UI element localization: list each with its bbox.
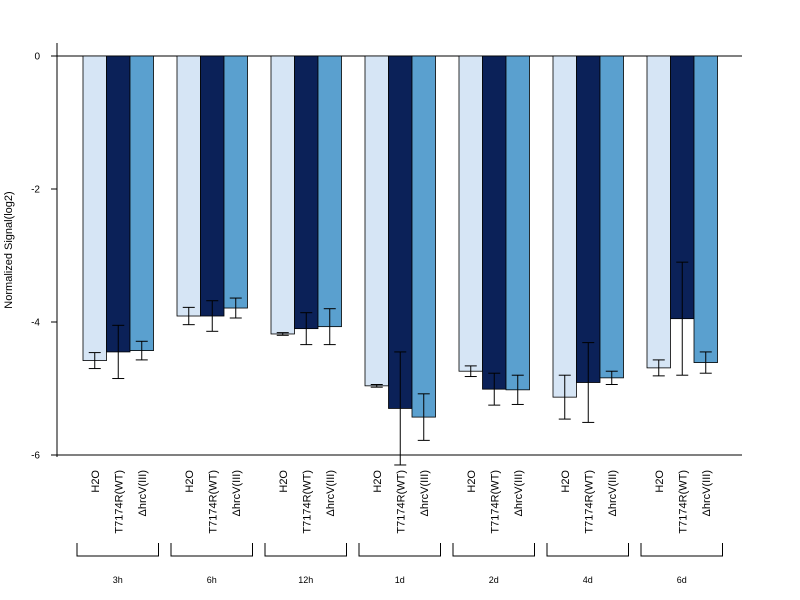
group-label: 2d [489,575,499,585]
group-bracket-6h [170,543,253,557]
category-label: ΔhrcV(III) [325,470,337,516]
bar-2d-0 [458,55,483,372]
group-bracket-6d [640,543,723,557]
bar-6h-0 [176,55,201,317]
bar-6h-2 [223,55,248,309]
category-label: H2O [90,470,102,493]
category-label: T7174R(WT) [583,470,595,534]
group-brackets: 3h 6h 12h 1d 2d 4d 6d [76,543,723,585]
category-label: ΔhrcV(III) [137,470,149,516]
category-label: ΔhrcV(III) [513,470,525,516]
group-bracket-2d [452,543,535,557]
category-label: T7174R(WT) [113,470,125,534]
error-bars [88,261,712,466]
y-tick-label: -4 [31,318,40,329]
bar-12h-1 [294,55,319,330]
category-label: H2O [278,470,290,493]
group-bracket-3h [76,543,159,557]
category-label: H2O [372,470,384,493]
bar-3h-2 [129,55,154,351]
bar-6h-1 [200,55,225,317]
category-label: H2O [560,470,572,493]
category-label: ΔhrcV(III) [701,470,713,516]
bars [82,55,718,418]
category-label: T7174R(WT) [489,470,501,534]
bar-4d-2 [599,55,624,379]
group-bracket-12h [264,543,347,557]
y-tick-label: -2 [31,185,40,196]
category-label: ΔhrcV(III) [607,470,619,516]
bar-4d-1 [576,55,601,383]
category-label: H2O [184,470,196,493]
bar-1d-0 [364,55,389,387]
bar-3h-1 [106,55,131,353]
group-bracket-4d [546,543,629,557]
category-label: T7174R(WT) [395,470,407,534]
bar-6d-0 [646,55,671,369]
group-label: 6h [207,575,217,585]
bar-2d-2 [505,55,530,391]
group-label: 12h [298,575,313,585]
category-label: H2O [654,470,666,493]
category-label: ΔhrcV(III) [231,470,243,516]
category-labels: H2O T7174R(WT) ΔhrcV(III) H2O T7174R(WT) Δhrc… [90,470,713,534]
category-label: H2O [466,470,478,493]
category-label: T7174R(WT) [207,470,219,534]
y-ticks: 0 -2 -4 -6 [31,52,57,462]
category-label: T7174R(WT) [677,470,689,534]
category-label: ΔhrcV(III) [419,470,431,516]
bar-12h-0 [270,55,295,335]
bar-3h-0 [82,55,107,361]
y-tick-label: -6 [31,451,40,462]
category-label: T7174R(WT) [301,470,313,534]
y-axis-label: Normalized Signal(log2) [3,191,15,308]
bar-2d-1 [482,55,507,390]
bar-4d-0 [552,55,577,398]
group-label: 3h [113,575,123,585]
group-label: 6d [677,575,687,585]
group-label: 1d [395,575,405,585]
bar-6d-2 [693,55,718,363]
bar-12h-2 [317,55,342,328]
bar-1d-2 [411,55,436,418]
group-label: 4d [583,575,593,585]
y-tick-label: 0 [34,52,40,63]
group-bracket-1d [358,543,441,557]
